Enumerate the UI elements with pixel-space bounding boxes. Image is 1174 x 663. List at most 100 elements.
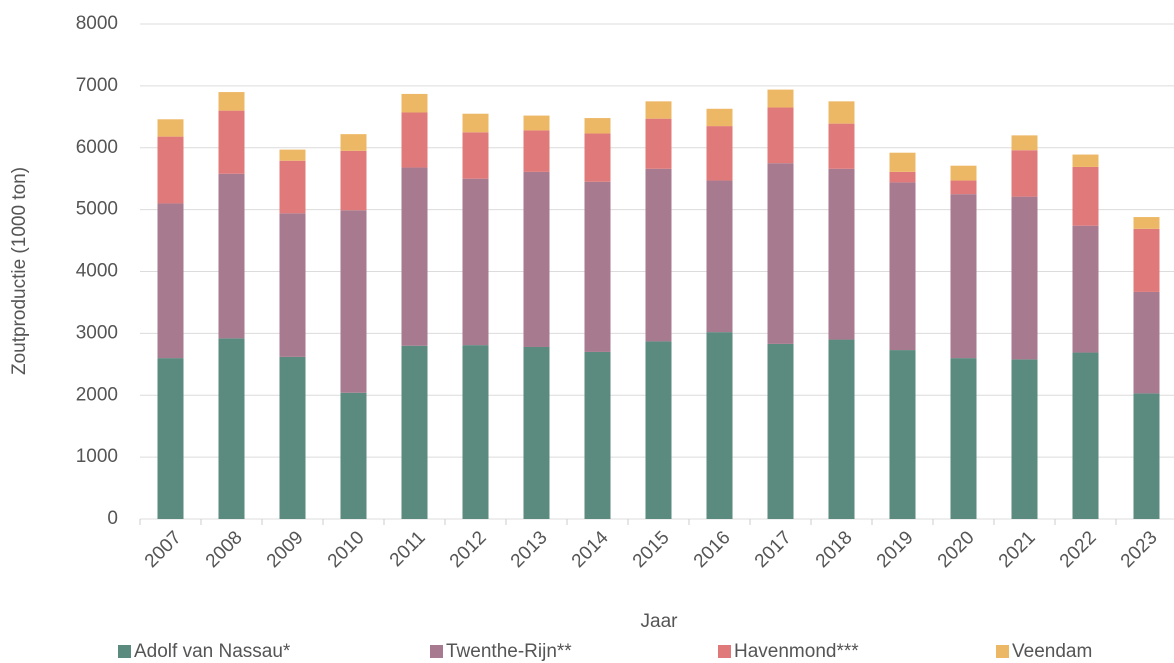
- bar-segment: [279, 356, 306, 519]
- bar-segment: [523, 130, 550, 172]
- bar-segment: [1072, 154, 1099, 167]
- legend-swatch: [718, 645, 731, 658]
- bar-segment: [462, 113, 489, 133]
- bar-segment: [462, 132, 489, 179]
- bar-segment: [1011, 359, 1038, 519]
- bar-segment: [645, 118, 672, 169]
- x-tick-label: 2014: [568, 527, 613, 572]
- bar-segment: [218, 173, 245, 339]
- legend-label: Havenmond***: [734, 641, 859, 662]
- bar-segment: [1133, 291, 1160, 394]
- x-tick-label: 2023: [1117, 527, 1162, 572]
- legend-swatch: [430, 645, 443, 658]
- x-tick-label: 2017: [751, 527, 796, 572]
- bar-segment: [584, 133, 611, 182]
- bar-segment: [1011, 135, 1038, 151]
- bar-segment: [828, 123, 855, 169]
- bar-segment: [584, 181, 611, 352]
- bar-segment: [950, 194, 977, 359]
- bar-segment: [1072, 352, 1099, 519]
- bar-segment: [950, 180, 977, 195]
- x-tick-label: 2012: [446, 527, 491, 572]
- x-tick-label: 2011: [386, 527, 430, 571]
- bar-segment: [401, 93, 428, 113]
- bar-segment: [157, 203, 184, 359]
- bar-segment: [1133, 217, 1160, 229]
- bar-segment: [889, 171, 916, 183]
- bar-segment: [401, 345, 428, 519]
- bar-segment: [462, 345, 489, 519]
- bar-segment: [279, 213, 306, 357]
- bar-segment: [828, 168, 855, 340]
- bar-segment: [401, 167, 428, 346]
- y-tick-label: 0: [107, 508, 118, 529]
- bar-segment: [767, 107, 794, 164]
- x-tick-label: 2010: [324, 527, 369, 572]
- legend-swatch: [996, 645, 1009, 658]
- x-tick-label: 2015: [629, 527, 674, 572]
- x-tick-label: 2013: [507, 527, 552, 572]
- bar-segment: [1011, 196, 1038, 360]
- bar-segment: [401, 112, 428, 168]
- x-tick-label: 2022: [1056, 527, 1101, 572]
- bar-segment: [340, 150, 367, 211]
- bar-segment: [157, 119, 184, 137]
- bar-segment: [462, 178, 489, 346]
- x-tick-label: 2019: [873, 527, 918, 572]
- bar-segment: [340, 392, 367, 519]
- y-tick-label: 5000: [76, 199, 118, 220]
- x-tick-label: 2020: [934, 527, 979, 572]
- x-tick-label: 2021: [995, 527, 1040, 572]
- bar-segment: [1072, 225, 1099, 353]
- bar-segment: [706, 108, 733, 127]
- bar-segment: [950, 165, 977, 181]
- bar-segment: [1133, 228, 1160, 292]
- bar-segment: [1072, 166, 1099, 226]
- bar-segment: [523, 346, 550, 519]
- x-tick-label: 2009: [263, 527, 308, 572]
- bar-segment: [279, 160, 306, 214]
- bar-segment: [584, 351, 611, 519]
- bar-segment: [645, 101, 672, 119]
- x-tick-label: 2018: [812, 527, 857, 572]
- y-tick-label: 7000: [76, 75, 118, 96]
- bar-segment: [645, 341, 672, 519]
- y-tick-label: 4000: [76, 261, 118, 282]
- bar-segment: [523, 115, 550, 131]
- bar-segment: [889, 182, 916, 351]
- y-tick-label: 6000: [76, 137, 118, 158]
- bar-segment: [157, 136, 184, 204]
- bar-segment: [584, 118, 611, 134]
- bar-segment: [706, 126, 733, 181]
- y-tick-label: 3000: [76, 322, 118, 343]
- bar-segment: [767, 343, 794, 519]
- bar-segment: [523, 171, 550, 347]
- bar-segment: [1011, 150, 1038, 197]
- bar-segment: [218, 110, 245, 174]
- y-tick-label: 1000: [76, 446, 118, 467]
- x-axis-title: Jaar: [641, 611, 679, 632]
- bar-segment: [340, 210, 367, 393]
- bar-segment: [706, 332, 733, 519]
- bar-segment: [889, 350, 916, 519]
- bar-segment: [157, 358, 184, 519]
- bar-segment: [889, 152, 916, 172]
- x-tick-label: 2016: [690, 527, 735, 572]
- bar-segment: [1133, 393, 1160, 519]
- bar-segment: [828, 339, 855, 519]
- bar-segment: [218, 92, 245, 111]
- bar-segment: [706, 180, 733, 333]
- legend-label: Adolf van Nassau*: [134, 641, 291, 662]
- legend-label: Twenthe-Rijn**: [446, 641, 572, 662]
- legend-label: Veendam: [1012, 641, 1092, 662]
- y-tick-label: 2000: [76, 384, 118, 405]
- bar-segment: [279, 149, 306, 161]
- x-tick-label: 2007: [141, 527, 186, 572]
- bar-segment: [828, 101, 855, 124]
- bar-segment: [767, 89, 794, 108]
- y-axis-title: Zoutproductie (1000 ton): [9, 167, 30, 375]
- bar-segment: [767, 163, 794, 344]
- x-tick-label: 2008: [202, 527, 247, 572]
- bar-segment: [340, 134, 367, 151]
- y-tick-label: 8000: [76, 13, 118, 34]
